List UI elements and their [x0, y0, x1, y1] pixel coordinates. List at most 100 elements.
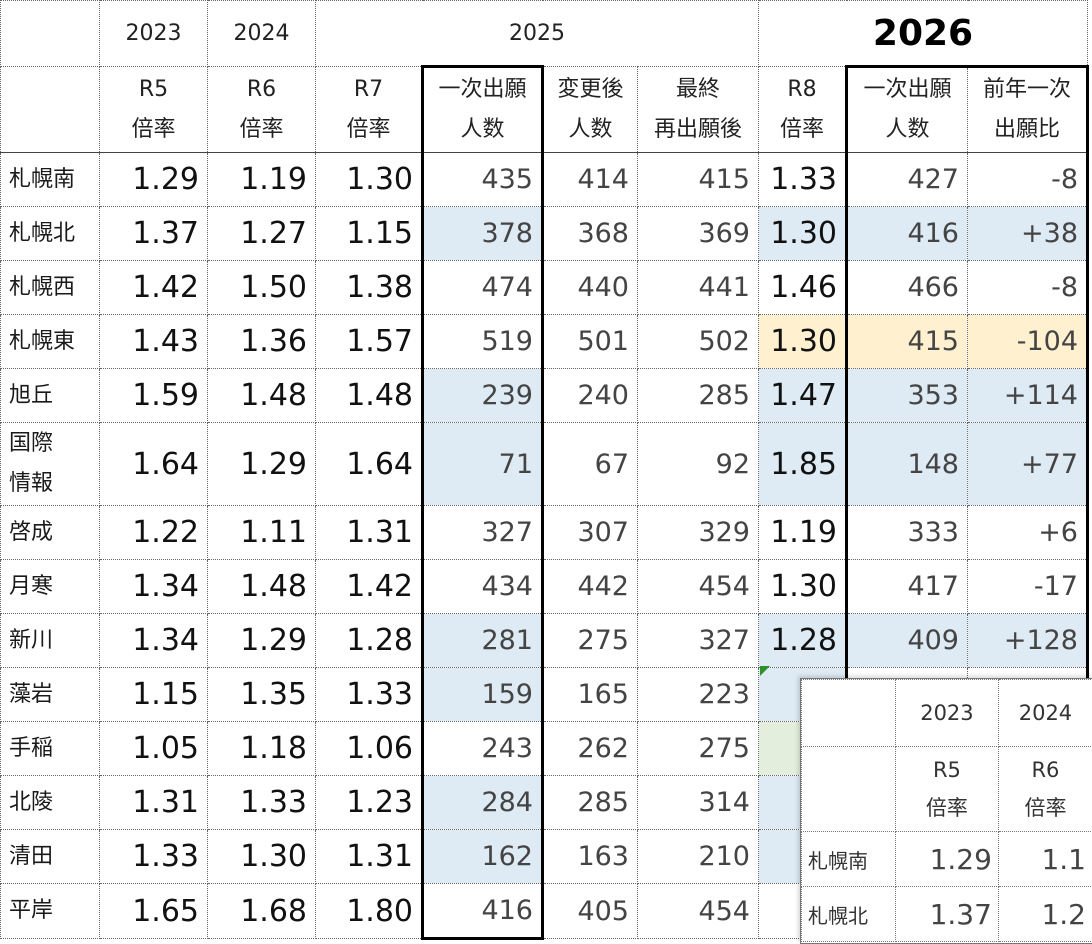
year-header-row: 2023 2024 2025 2026 [0, 0, 1088, 67]
first-app-2025: 327 [421, 505, 544, 560]
first-app-2026: 427 [845, 152, 968, 207]
r5-rate-header: R5 倍率 [99, 66, 208, 153]
r7-rate: 1.15 [315, 206, 423, 261]
school-name: 藻岩 [0, 667, 100, 722]
r5-rate: 1.59 [99, 368, 208, 423]
school-name: 月寒 [0, 559, 100, 614]
r6-rate-header: R6 倍率 [207, 66, 316, 153]
first-app-2026: 416 [845, 206, 968, 261]
preview-r6-rate: 1.2 [997, 886, 1092, 942]
r5-rate: 1.31 [99, 775, 208, 830]
r6-rate: 1.29 [207, 422, 316, 506]
final-reapply-count: 92 [637, 422, 759, 506]
year-2023: 2023 [99, 0, 208, 67]
r8-rate: 1.30 [758, 314, 847, 369]
r7-rate: 1.23 [315, 775, 423, 830]
preview-r6-rate: 1.1 [997, 831, 1092, 887]
r6-rate: 1.27 [207, 206, 316, 261]
r6-rate: 1.19 [207, 152, 316, 207]
corner-cell [0, 0, 100, 67]
after-change-count: 275 [542, 613, 638, 668]
r8-rate: 1.30 [758, 206, 847, 261]
year-2025: 2025 [315, 0, 759, 67]
school-name: 旭丘 [0, 368, 100, 423]
after-change-count: 440 [542, 260, 638, 315]
first-app-2025: 159 [421, 667, 544, 722]
final-reapply-count: 329 [637, 505, 759, 560]
r5-rate: 1.42 [99, 260, 208, 315]
after-change-count: 240 [542, 368, 638, 423]
final-reapply-count: 454 [637, 883, 759, 939]
r5-rate: 1.34 [99, 613, 208, 668]
first-app-2026: 333 [845, 505, 968, 560]
table-row: 国際 情報 1.64 1.29 1.64 71 67 92 1.85 148 +77 [0, 422, 1089, 506]
r7-rate: 1.48 [315, 368, 423, 423]
column-header-row: R5 倍率 R6 倍率 R7 倍率 一次出願 人数 変更後 人数 最終 再出願後 R8 倍率 … [0, 65, 1089, 153]
r8-rate: 1.33 [758, 152, 847, 207]
r7-rate: 1.30 [315, 152, 423, 207]
r8-rate-header: R8 倍率 [758, 66, 847, 153]
first-app-2026: 148 [845, 422, 968, 506]
final-reapply-count: 327 [637, 613, 759, 668]
table-row: 啓成 1.22 1.11 1.31 327 307 329 1.19 333 +6 [0, 505, 1089, 560]
after-change-count: 163 [542, 829, 638, 884]
r7-rate: 1.31 [315, 505, 423, 560]
first-app-2026: 415 [845, 314, 968, 369]
r5-rate: 1.65 [99, 883, 208, 939]
after-change-count: 307 [542, 505, 638, 560]
final-reapply-count: 210 [637, 829, 759, 884]
preview-school-name: 札幌南 [801, 831, 896, 887]
table-row: 札幌東 1.43 1.36 1.57 519 501 502 1.30 415 -104 [0, 314, 1089, 369]
preview-r5-rate: 1.37 [894, 886, 999, 942]
final-reapply-count: 415 [637, 152, 759, 207]
table-row: 札幌南 1.29 1.19 1.30 435 414 415 1.33 427 -8 [0, 152, 1089, 207]
final-reapply-count: 454 [637, 559, 759, 614]
preview-year-2023: 2023 [894, 679, 999, 747]
r6-rate: 1.68 [207, 883, 316, 939]
final-reapply-count: 502 [637, 314, 759, 369]
final-reapply-count: 275 [637, 721, 759, 776]
r7-rate: 1.80 [315, 883, 423, 939]
preview-year-2024: 2024 [997, 679, 1092, 747]
table-row: 新川 1.34 1.29 1.28 281 275 327 1.28 409 +128 [0, 613, 1089, 668]
year-2026: 2026 [758, 0, 1088, 67]
r6-rate: 1.36 [207, 314, 316, 369]
school-name: 国際 情報 [0, 422, 100, 506]
school-name: 北陵 [0, 775, 100, 830]
preview-r5-rate: 1.29 [894, 831, 999, 887]
after-change-count: 368 [542, 206, 638, 261]
r5-rate: 1.64 [99, 422, 208, 506]
first-app-2025: 434 [421, 559, 544, 614]
r8-rate: 1.47 [758, 368, 847, 423]
after-change-count: 165 [542, 667, 638, 722]
final-reapply-header: 最終 再出願後 [637, 66, 759, 153]
first-app-2025: 162 [421, 829, 544, 884]
prev-year-diff: -8 [967, 260, 1089, 315]
r6-rate: 1.33 [207, 775, 316, 830]
r6-rate: 1.18 [207, 721, 316, 776]
after-change-count: 442 [542, 559, 638, 614]
r8-rate: 1.19 [758, 505, 847, 560]
r5-rate: 1.22 [99, 505, 208, 560]
preview-r6-header: R6 倍率 [997, 746, 1092, 832]
after-change-count: 414 [542, 152, 638, 207]
prev-year-ratio-header: 前年一次 出願比 [967, 65, 1089, 153]
prev-year-diff: +77 [967, 422, 1089, 506]
table-row: 札幌北 1.37 1.27 1.15 378 368 369 1.30 416 +38 [0, 206, 1089, 261]
r8-rate: 1.30 [758, 559, 847, 614]
first-app-2026: 353 [845, 368, 968, 423]
after-change-count: 405 [542, 883, 638, 939]
prev-year-diff: +6 [967, 505, 1089, 560]
r5-rate: 1.37 [99, 206, 208, 261]
after-change-count: 501 [542, 314, 638, 369]
r7-rate-header: R7 倍率 [315, 66, 423, 153]
prev-year-diff: -104 [967, 314, 1089, 369]
zoomed-preview-panel: 2023 2024 R5 倍率 R6 倍率 札幌南 1.29 1.1 札幌北 1.3… [800, 678, 1092, 944]
school-name: 札幌北 [0, 206, 100, 261]
first-app-2025: 519 [421, 314, 544, 369]
school-name: 札幌南 [0, 152, 100, 207]
preview-name-header [801, 746, 896, 832]
r6-rate: 1.48 [207, 368, 316, 423]
prev-year-diff: -17 [967, 559, 1089, 614]
